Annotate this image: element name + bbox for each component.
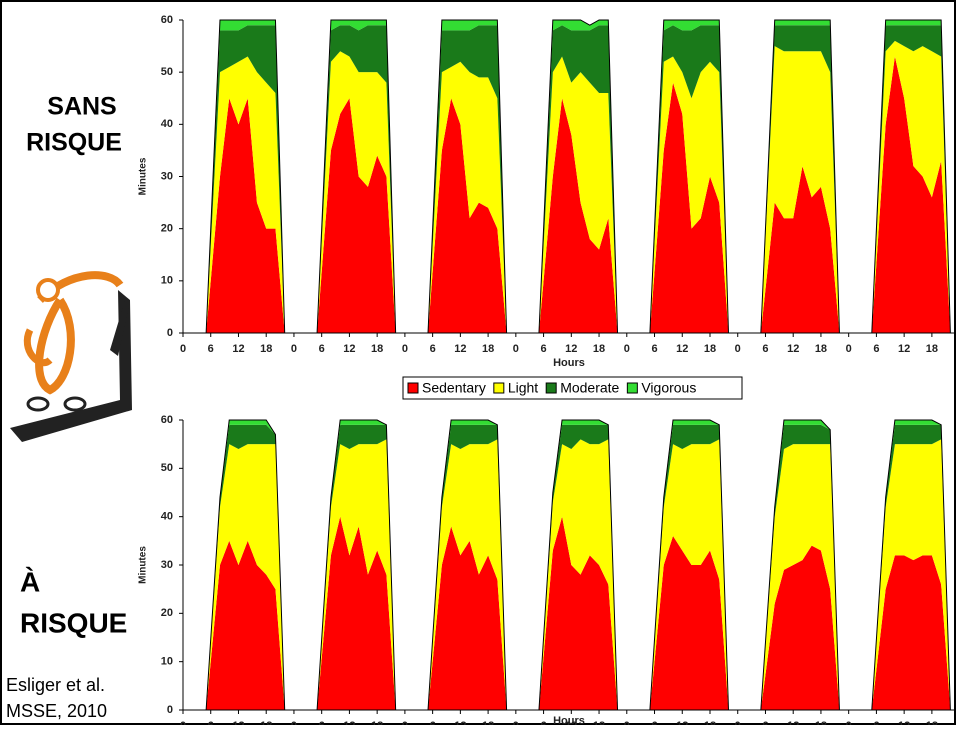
y-tick-label: 60 xyxy=(161,14,173,26)
x-tick-label: 0 xyxy=(624,720,630,725)
area xyxy=(206,56,951,334)
x-tick-label: 12 xyxy=(565,343,577,355)
x-tick-label: 18 xyxy=(815,343,827,355)
legend-swatch xyxy=(493,382,505,394)
y-tick-label: 20 xyxy=(161,607,173,619)
legend-label: Sedentary xyxy=(422,380,486,396)
legend: Sedentary Light Moderate Vigorous xyxy=(402,376,743,400)
area-outline xyxy=(205,419,951,711)
x-tick-label: 12 xyxy=(232,343,244,355)
x-tick-label: 6 xyxy=(541,720,547,725)
source: Esliger et al. xyxy=(6,675,105,695)
area xyxy=(206,40,951,333)
x-tick-label: 18 xyxy=(926,720,938,725)
x-tick-label: 12 xyxy=(343,720,355,725)
x-tick-label: 18 xyxy=(704,343,716,355)
y-tick-label: 50 xyxy=(161,462,173,474)
y-axis-label: Minutes xyxy=(138,157,149,195)
y-tick-label: 60 xyxy=(161,414,173,426)
y-tick-label: 40 xyxy=(161,118,173,130)
x-tick-label: 0 xyxy=(846,343,852,355)
x-tick-label: 6 xyxy=(762,720,768,725)
y-axis-label: Minutes xyxy=(138,546,149,584)
y-tick-label: 30 xyxy=(161,559,173,571)
x-tick-label: 0 xyxy=(291,720,297,725)
legend-box xyxy=(402,376,743,400)
x-axis-label: Hours xyxy=(553,357,585,369)
x-tick-label: 18 xyxy=(926,343,938,355)
y-tick-label: 50 xyxy=(161,66,173,78)
x-tick-label: 18 xyxy=(482,720,494,725)
treadmill-icon xyxy=(10,271,132,442)
x-tick-label: 6 xyxy=(430,720,436,725)
side-label: RISQUE xyxy=(20,607,127,638)
x-tick-label: 6 xyxy=(651,343,657,355)
x-tick-label: 18 xyxy=(371,720,383,725)
x-tick-label: 12 xyxy=(898,343,910,355)
x-tick-label: 12 xyxy=(898,720,910,725)
x-tick-label: 12 xyxy=(676,343,688,355)
legend-label: Moderate xyxy=(560,380,619,396)
x-tick-label: 12 xyxy=(787,343,799,355)
x-tick-label: 6 xyxy=(208,720,214,725)
x-tick-label: 12 xyxy=(676,720,688,725)
x-tick-label: 12 xyxy=(787,720,799,725)
legend-swatch xyxy=(545,382,557,394)
y-tick-label: 20 xyxy=(161,223,173,235)
x-tick-label: 6 xyxy=(208,343,214,355)
legend-swatch xyxy=(626,382,638,394)
x-tick-label: 6 xyxy=(319,720,325,725)
side-label: SANS xyxy=(47,93,116,121)
x-tick-label: 18 xyxy=(704,720,716,725)
x-tick-label: 0 xyxy=(735,343,741,355)
x-tick-label: 6 xyxy=(873,343,879,355)
x-tick-label: 6 xyxy=(319,343,325,355)
x-tick-label: 0 xyxy=(513,343,519,355)
y-tick-label: 0 xyxy=(167,704,173,716)
x-tick-label: 12 xyxy=(343,343,355,355)
y-tick-label: 10 xyxy=(161,275,173,287)
x-tick-label: 18 xyxy=(260,343,272,355)
legend-swatch xyxy=(407,382,419,394)
x-tick-label: 12 xyxy=(232,720,244,725)
y-tick-label: 10 xyxy=(161,656,173,668)
x-tick-label: 18 xyxy=(593,343,605,355)
x-tick-label: 6 xyxy=(541,343,547,355)
x-tick-label: 0 xyxy=(180,720,186,725)
x-tick-label: 6 xyxy=(430,343,436,355)
x-tick-label: 6 xyxy=(873,720,879,725)
x-tick-label: 0 xyxy=(180,343,186,355)
area-outline xyxy=(205,19,951,334)
x-tick-label: 0 xyxy=(402,343,408,355)
x-tick-label: 0 xyxy=(624,343,630,355)
legend-label: Vigorous xyxy=(641,380,696,396)
x-axis-label: Hours xyxy=(553,715,585,725)
y-tick-label: 0 xyxy=(167,327,173,339)
x-tick-label: 18 xyxy=(593,720,605,725)
source: MSSE, 2010 xyxy=(6,701,107,721)
y-tick-label: 30 xyxy=(161,170,173,182)
x-tick-label: 6 xyxy=(762,343,768,355)
x-tick-label: 6 xyxy=(651,720,657,725)
x-tick-label: 0 xyxy=(402,720,408,725)
y-tick-label: 40 xyxy=(161,511,173,523)
area xyxy=(206,516,951,710)
x-tick-label: 0 xyxy=(513,720,519,725)
x-tick-label: 0 xyxy=(291,343,297,355)
legend-label: Light xyxy=(508,380,538,396)
x-tick-label: 12 xyxy=(454,720,466,725)
x-tick-label: 18 xyxy=(482,343,494,355)
side-label: RISQUE xyxy=(26,129,122,157)
x-tick-label: 12 xyxy=(454,343,466,355)
area xyxy=(206,439,951,710)
x-tick-label: 18 xyxy=(260,720,272,725)
x-tick-label: 0 xyxy=(846,720,852,725)
side-label: À xyxy=(20,566,40,597)
x-tick-label: 0 xyxy=(735,720,741,725)
x-tick-label: 18 xyxy=(371,343,383,355)
x-tick-label: 18 xyxy=(815,720,827,725)
